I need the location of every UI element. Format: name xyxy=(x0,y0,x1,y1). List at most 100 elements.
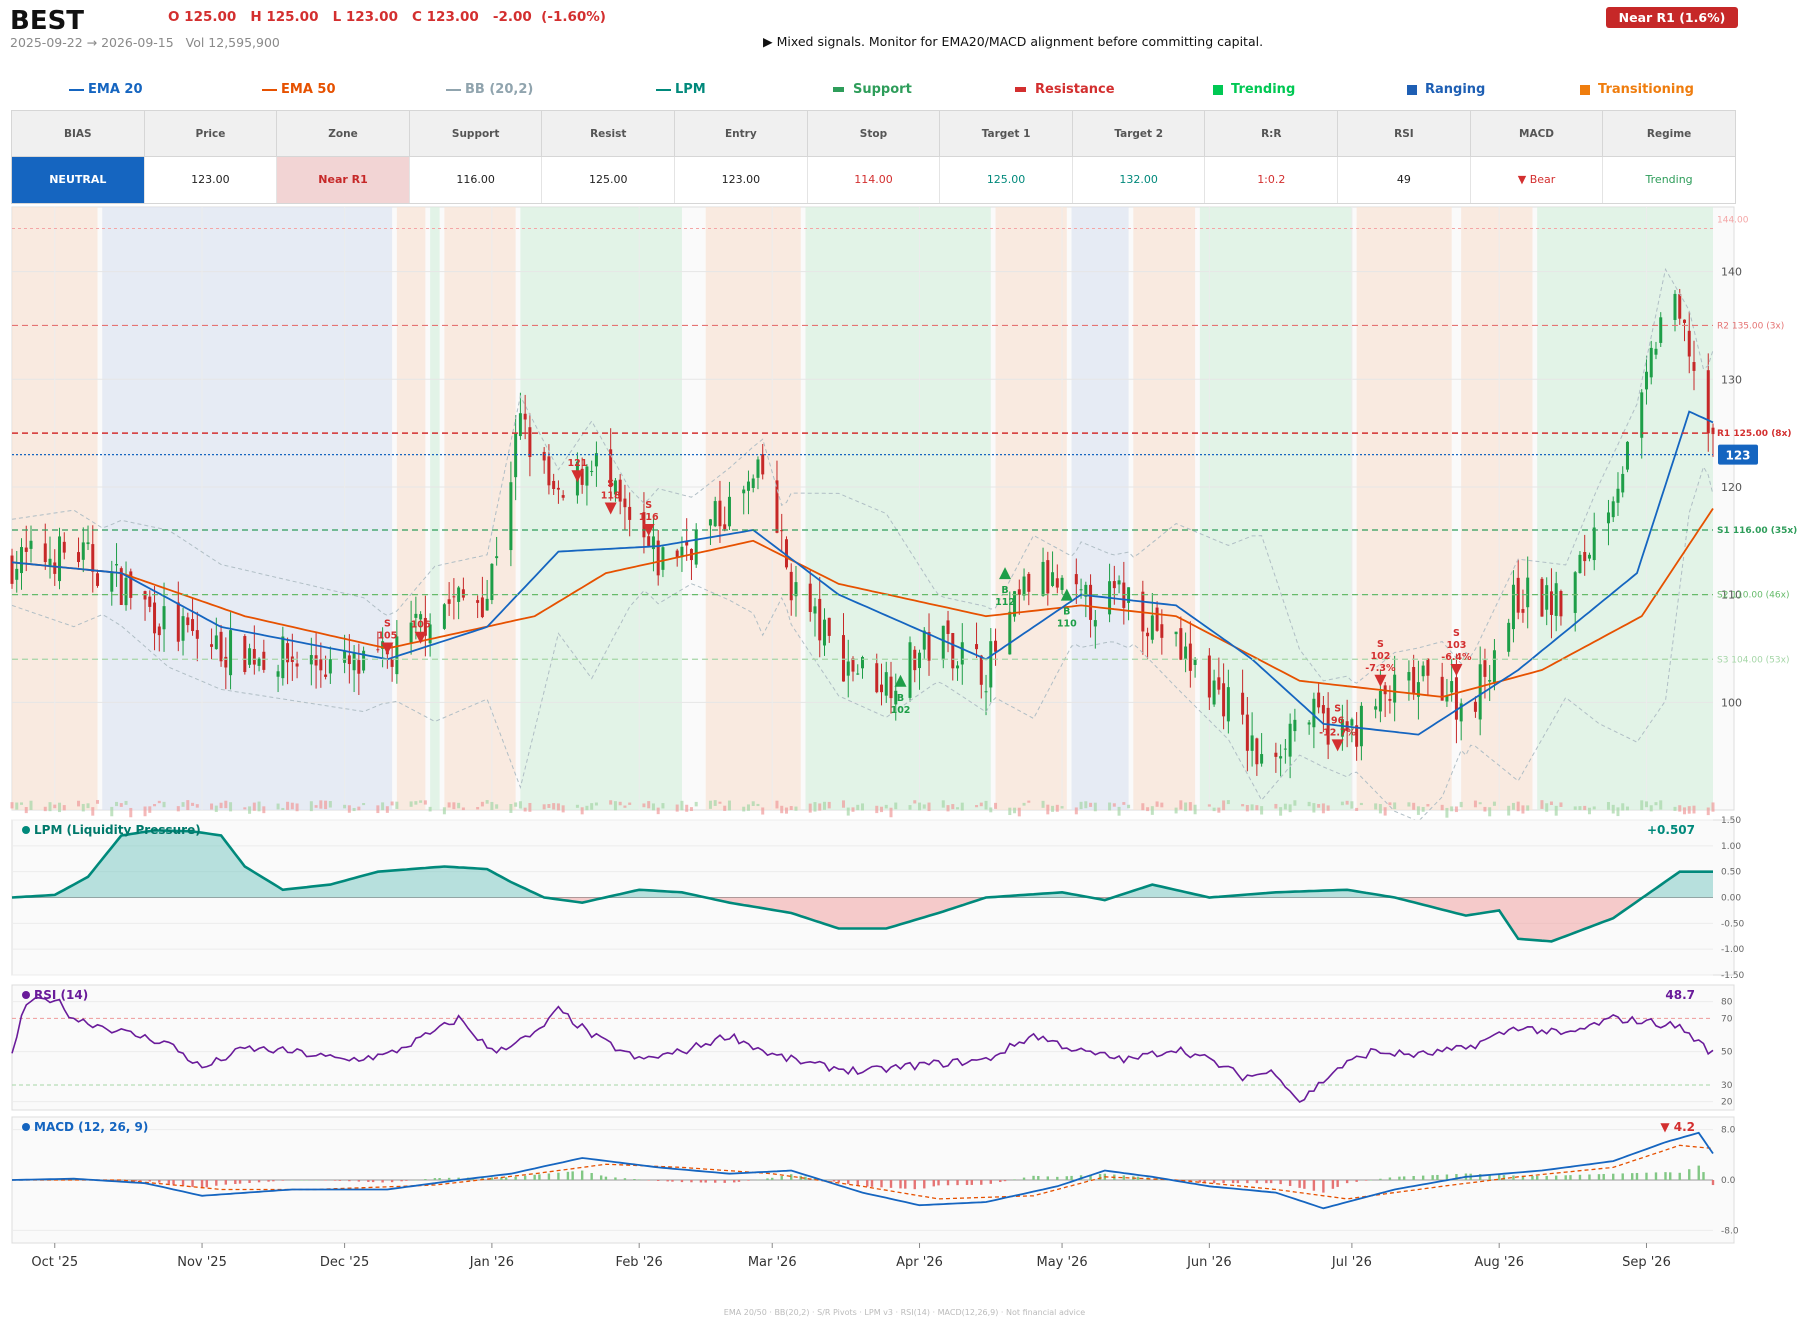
macd-hist-bar xyxy=(1303,1180,1306,1189)
macd-hist-bar xyxy=(1535,1175,1539,1180)
candle-body xyxy=(1174,631,1178,635)
volume-bar xyxy=(1317,804,1321,808)
macd-hist-bar xyxy=(637,1179,641,1180)
candle-body xyxy=(1027,573,1031,592)
macd-hist-bar xyxy=(1612,1173,1615,1180)
macd-hist-bar xyxy=(234,1180,237,1184)
macd-hist-bar xyxy=(134,1180,137,1182)
macd-hist-bar xyxy=(547,1173,551,1180)
macd-hist-bar xyxy=(889,1180,893,1188)
volume-bar xyxy=(746,804,750,811)
volume-bar xyxy=(390,801,394,806)
candle-body xyxy=(894,690,898,705)
macd-hist-bar xyxy=(1312,1180,1316,1191)
candle-body xyxy=(381,641,385,649)
volume-bar xyxy=(262,806,266,814)
volume-bar xyxy=(851,807,855,812)
volume-bar xyxy=(1179,800,1183,810)
volume-bar xyxy=(347,805,351,813)
volume-bar xyxy=(1678,805,1682,812)
signal-label: S xyxy=(384,618,391,629)
volume-bar xyxy=(1127,804,1131,809)
volume-bar xyxy=(1445,807,1449,818)
volume-bar xyxy=(324,800,328,810)
macd-hist-bar xyxy=(880,1180,883,1188)
macd-hist-bar xyxy=(438,1178,441,1180)
volume-bar xyxy=(946,805,950,812)
volume-bar xyxy=(927,802,931,812)
volume-bar xyxy=(319,800,323,809)
volume-bar xyxy=(295,803,299,812)
candle-body xyxy=(761,454,765,475)
macd-hist-bar xyxy=(1478,1174,1482,1180)
candle-body xyxy=(718,500,722,527)
x-tick-label: Oct '25 xyxy=(31,1255,78,1270)
macd-hist-bar xyxy=(533,1174,536,1180)
candle-body xyxy=(889,676,893,699)
macd-hist-bar xyxy=(847,1180,850,1184)
candle-body xyxy=(10,555,14,584)
candle-body xyxy=(1583,551,1587,562)
x-tick-label: Apr '26 xyxy=(896,1255,943,1270)
volume-bar xyxy=(1260,806,1264,815)
volume-bar xyxy=(1217,807,1221,813)
candle-body xyxy=(727,496,731,527)
candle-body xyxy=(1682,319,1686,323)
header-rr: R:R xyxy=(1205,111,1339,157)
macd-hist-bar xyxy=(1488,1174,1491,1180)
x-tick-label: Jan '26 xyxy=(469,1255,514,1270)
macd-hist-bar xyxy=(965,1180,969,1185)
macd-hist-bar xyxy=(647,1180,650,1181)
candle-body xyxy=(357,660,361,674)
candle-body xyxy=(694,529,698,565)
volume-bar xyxy=(1511,802,1515,810)
macd-hist-bar xyxy=(714,1180,717,1183)
volume-bar xyxy=(642,803,646,808)
macd-hist-bar xyxy=(723,1180,726,1183)
candle-body xyxy=(1160,624,1164,638)
volume-bar xyxy=(252,802,256,811)
level-label: 144.00 xyxy=(1717,216,1749,226)
legend-line-icon xyxy=(656,88,671,91)
volume-bar xyxy=(708,800,712,809)
rsi-tick-label: 30 xyxy=(1721,1081,1733,1091)
macd-hist-bar xyxy=(771,1177,774,1180)
macd-last-value: ▼ 4.2 xyxy=(1660,1120,1695,1134)
volume-bar xyxy=(1141,803,1145,811)
candle-body xyxy=(1112,581,1116,589)
candle-body xyxy=(784,539,788,568)
macd-line xyxy=(11,1131,1714,1210)
macd-hist-bar xyxy=(433,1178,437,1180)
candle-body xyxy=(195,630,199,639)
candle-body xyxy=(1388,698,1392,701)
volume-bar xyxy=(1549,801,1553,805)
price-tick-label: 110 xyxy=(1721,589,1742,602)
volume-bar xyxy=(1488,807,1492,817)
volume-bar xyxy=(794,806,798,811)
candle-body xyxy=(1255,738,1259,765)
volume-bar xyxy=(1122,802,1126,805)
volume-bar xyxy=(210,803,214,810)
candle-body xyxy=(224,656,228,668)
regime-band-transitioning xyxy=(705,207,801,810)
zone-badge: Near R1 (1.6%) xyxy=(1606,7,1738,28)
volume-bar xyxy=(984,800,988,810)
volume-bar xyxy=(1013,807,1017,814)
candle-body xyxy=(913,649,917,671)
volume-bar xyxy=(480,801,484,807)
volume-bar xyxy=(442,807,446,815)
candle-body xyxy=(214,635,218,650)
candle-body xyxy=(808,583,812,613)
volume-bar xyxy=(628,802,632,805)
candle-body xyxy=(1317,692,1321,708)
candle-body xyxy=(1659,317,1663,343)
candle-body xyxy=(1687,330,1691,357)
volume-bar xyxy=(153,804,157,807)
volume-bar xyxy=(1184,802,1188,812)
candle-body xyxy=(713,501,717,527)
volume-bar xyxy=(875,805,879,814)
macd-hist-bar xyxy=(1265,1180,1268,1184)
price-tick-label: 130 xyxy=(1721,373,1742,386)
volume-bar xyxy=(1426,804,1430,807)
macd-hist-bar xyxy=(557,1172,560,1180)
